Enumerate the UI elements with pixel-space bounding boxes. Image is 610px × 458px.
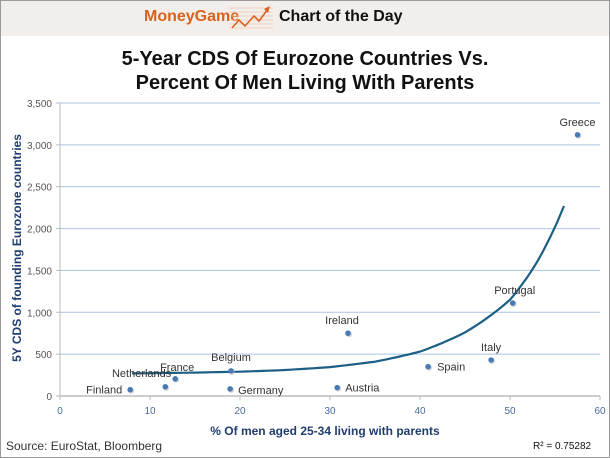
rising-chart-arrow-icon xyxy=(229,6,273,29)
data-point xyxy=(127,386,133,393)
data-point xyxy=(574,132,581,138)
data-point xyxy=(227,386,233,392)
data-point xyxy=(509,300,516,306)
x-tick-label: 0 xyxy=(57,406,63,417)
chart-of-the-day-label: Chart of the Day xyxy=(279,8,403,25)
data-label: Portugal xyxy=(494,285,535,297)
x-tick-label: 30 xyxy=(324,406,336,417)
x-axis-label: % Of men aged 25-34 living with parents xyxy=(210,424,440,438)
data-label: Netherlands xyxy=(112,368,172,380)
data-label: Austria xyxy=(345,383,380,395)
brand-logo: MoneyGame xyxy=(144,8,240,25)
x-tick-label: 60 xyxy=(594,406,606,417)
x-tick-label: 10 xyxy=(144,406,156,417)
y-tick-label: 1,500 xyxy=(27,266,52,277)
y-tick-label: 500 xyxy=(35,350,52,361)
trendline xyxy=(131,205,566,375)
y-tick-label: 3,000 xyxy=(27,141,52,152)
r-squared-label: R² = 0.75282 xyxy=(533,441,592,452)
data-point xyxy=(162,383,169,390)
y-tick-label: 3,500 xyxy=(27,99,52,110)
data-label: Finland xyxy=(86,385,122,397)
x-tick-label: 50 xyxy=(504,406,516,417)
x-tick-label: 40 xyxy=(414,406,426,417)
y-tick-label: 1,000 xyxy=(27,308,52,319)
data-point xyxy=(334,384,341,391)
data-point xyxy=(345,330,351,337)
data-label: Ireland xyxy=(325,315,359,327)
y-axis-label: 5Y CDS of founding Eurozone countries xyxy=(10,134,24,362)
banner: MoneyGame Chart of the Day xyxy=(1,1,609,36)
data-label: Belgium xyxy=(211,352,251,364)
data-point xyxy=(488,357,494,363)
data-label: Germany xyxy=(238,385,284,397)
chart-title-line-2: Percent Of Men Living With Parents xyxy=(135,72,475,94)
data-point xyxy=(425,363,431,370)
data-label: Spain xyxy=(437,362,465,374)
data-point xyxy=(228,368,234,374)
y-tick-label: 2,500 xyxy=(27,183,52,194)
data-label: Greece xyxy=(559,117,595,129)
y-tick-label: 2,000 xyxy=(27,225,52,236)
chart-title-line-1: 5-Year CDS Of Eurozone Countries Vs. xyxy=(121,48,489,70)
source-note: Source: EuroStat, Bloomberg xyxy=(6,439,163,453)
x-tick-label: 20 xyxy=(234,406,246,417)
data-label: Italy xyxy=(481,342,502,354)
data-label: France xyxy=(160,362,194,374)
y-tick-label: 0 xyxy=(46,392,52,403)
data-point xyxy=(172,376,178,382)
